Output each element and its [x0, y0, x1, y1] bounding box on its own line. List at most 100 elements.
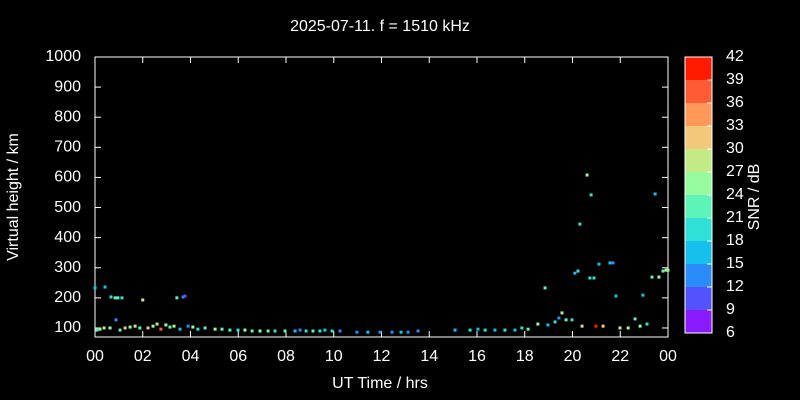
y-tick-label: 800	[54, 108, 81, 125]
data-point	[103, 285, 107, 289]
data-point	[560, 311, 564, 315]
x-tick-label: 20	[564, 348, 582, 365]
data-point	[601, 324, 605, 328]
data-point	[330, 329, 334, 333]
colorbar-tick-label: 18	[726, 232, 744, 249]
x-tick-label: 06	[229, 348, 247, 365]
data-point	[597, 262, 601, 266]
data-point	[108, 326, 112, 330]
data-point	[109, 295, 113, 299]
data-point	[406, 330, 410, 334]
data-point	[378, 330, 382, 334]
data-point	[576, 269, 580, 273]
data-point	[172, 324, 176, 328]
data-point	[118, 328, 122, 332]
data-point	[138, 326, 142, 330]
data-point	[181, 295, 185, 299]
x-tick-label: 14	[420, 348, 438, 365]
data-point	[416, 329, 420, 333]
data-point	[399, 330, 403, 334]
data-point	[159, 327, 163, 331]
y-tick-label: 300	[54, 259, 81, 276]
data-point	[553, 320, 557, 324]
data-point	[213, 327, 217, 331]
data-point	[155, 322, 159, 326]
data-point	[653, 192, 657, 196]
x-tick-label: 04	[182, 348, 200, 365]
data-point	[323, 328, 327, 332]
y-tick-label: 200	[54, 289, 81, 306]
colorbar-tick-label: 15	[726, 255, 744, 272]
data-point	[557, 316, 561, 320]
data-point	[114, 318, 118, 322]
colorbar-band	[685, 264, 712, 287]
y-tick-label: 100	[54, 319, 81, 336]
data-point	[128, 325, 132, 329]
colorbar-tick-label: 30	[726, 140, 744, 157]
chart-title: 2025-07-11. f = 1510 kHz	[290, 18, 470, 35]
data-point	[298, 328, 302, 332]
colorbar-tick-label: 6	[726, 324, 735, 341]
colorbar-band	[685, 310, 712, 333]
data-point	[318, 329, 322, 333]
colorbar-label: SNR / dB	[746, 164, 763, 231]
data-point	[203, 326, 207, 330]
y-tick-label: 1000	[45, 48, 81, 65]
data-point	[183, 294, 187, 298]
colorbar-tick-label: 24	[726, 186, 744, 203]
data-point	[120, 296, 124, 300]
colorbar-tick-label: 9	[726, 301, 735, 318]
data-point	[146, 326, 150, 330]
data-point	[611, 261, 615, 265]
colorbar-tick-label: 21	[726, 209, 744, 226]
data-point	[355, 330, 359, 334]
data-point	[266, 329, 270, 333]
data-point	[141, 298, 145, 302]
data-point	[178, 327, 182, 331]
colorbar-band	[685, 287, 712, 310]
colorbar-tick-label: 42	[726, 48, 744, 65]
colorbar-band	[685, 218, 712, 241]
data-point	[520, 326, 524, 330]
data-point	[513, 328, 517, 332]
data-point	[594, 324, 598, 328]
x-tick-label: 00	[86, 348, 104, 365]
data-point	[468, 328, 472, 332]
data-point	[283, 329, 287, 333]
data-point	[645, 322, 649, 326]
data-point	[113, 296, 117, 300]
colorbar-band	[685, 149, 712, 172]
data-point	[536, 322, 540, 326]
data-point	[580, 324, 584, 328]
data-point	[93, 286, 97, 290]
data-point	[196, 327, 200, 331]
colorbar-band	[685, 195, 712, 218]
data-point	[236, 328, 240, 332]
data-point	[123, 326, 127, 330]
y-tick-label: 500	[54, 199, 81, 216]
data-point	[390, 330, 394, 334]
data-point	[366, 330, 370, 334]
data-point	[638, 324, 642, 328]
data-point	[650, 275, 654, 279]
data-point	[578, 222, 582, 226]
data-point	[293, 329, 297, 333]
colorbar-band	[685, 241, 712, 264]
data-point	[641, 293, 645, 297]
data-point	[564, 318, 568, 322]
data-point	[95, 328, 99, 332]
data-point	[633, 317, 637, 321]
y-tick-label: 900	[54, 78, 81, 95]
colorbar-band	[685, 103, 712, 126]
data-point	[493, 328, 497, 332]
y-axis-label: Virtual height / km	[5, 133, 22, 261]
data-point	[483, 328, 487, 332]
data-point	[608, 261, 612, 265]
data-point	[585, 173, 589, 177]
colorbar-tick-label: 27	[726, 163, 744, 180]
x-tick-label: 00	[659, 348, 677, 365]
data-point	[164, 323, 168, 327]
data-point	[476, 327, 480, 331]
data-point	[503, 328, 507, 332]
